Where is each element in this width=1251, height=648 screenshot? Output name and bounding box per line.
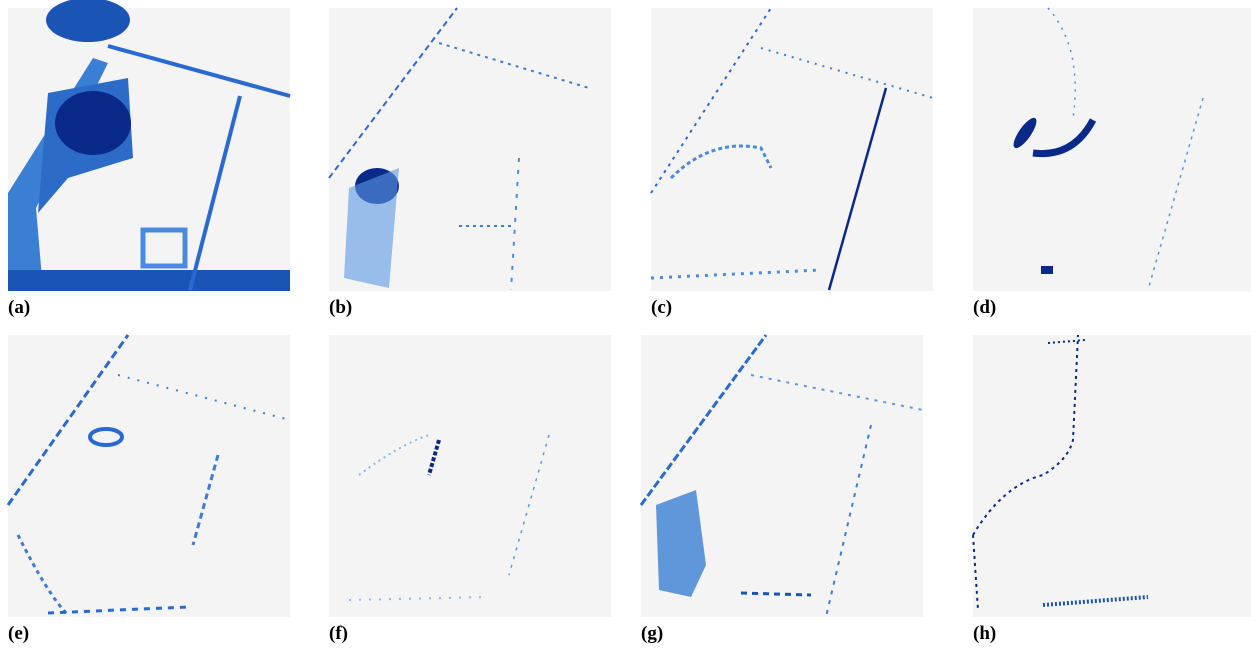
region — [1041, 266, 1053, 274]
edge — [6, 334, 130, 506]
panel-background — [973, 8, 1251, 291]
panel-f — [329, 335, 611, 617]
edge — [348, 596, 490, 601]
panel-c — [650, 7, 934, 291]
edge — [88, 427, 124, 447]
panel-d — [973, 7, 1251, 291]
edge — [750, 374, 924, 411]
panel-label: (g) — [641, 623, 663, 644]
edge — [1047, 339, 1086, 344]
edge — [427, 439, 441, 476]
panel-background — [973, 335, 1251, 617]
panel-label: (c) — [651, 297, 672, 318]
edge — [508, 434, 550, 576]
panel-label: (e) — [8, 623, 29, 644]
region — [656, 490, 706, 597]
panel-a — [8, 0, 291, 291]
region — [55, 91, 131, 155]
edge — [825, 424, 872, 618]
edge — [639, 334, 768, 506]
region — [344, 168, 399, 288]
edge — [760, 47, 934, 99]
panel-label: (b) — [329, 297, 352, 318]
panel-e — [6, 334, 291, 617]
panel-g — [639, 334, 924, 618]
region — [8, 270, 290, 291]
edge — [972, 534, 979, 611]
edge — [972, 334, 1079, 536]
region — [8, 58, 108, 290]
edge — [827, 87, 888, 291]
panel-label: (h) — [973, 623, 996, 644]
edge — [740, 591, 812, 597]
edge — [191, 454, 220, 546]
panel-background — [329, 335, 611, 617]
edge — [650, 268, 822, 280]
panel-background — [8, 335, 290, 617]
edge — [1147, 97, 1204, 291]
edge — [1032, 118, 1097, 158]
edge — [107, 44, 291, 98]
panel-background — [651, 8, 933, 291]
region — [1013, 117, 1037, 149]
panel-label: (f) — [329, 623, 348, 644]
panel-label: (d) — [973, 297, 996, 318]
panel-label: (a) — [8, 297, 30, 318]
panel-h — [972, 334, 1251, 617]
edge — [328, 7, 458, 179]
edge — [510, 157, 520, 291]
edge — [188, 95, 242, 291]
edge — [1042, 595, 1149, 607]
edge — [438, 42, 590, 89]
panel-b — [328, 7, 611, 291]
region — [46, 0, 130, 42]
edge — [140, 227, 188, 269]
edge — [16, 534, 70, 617]
